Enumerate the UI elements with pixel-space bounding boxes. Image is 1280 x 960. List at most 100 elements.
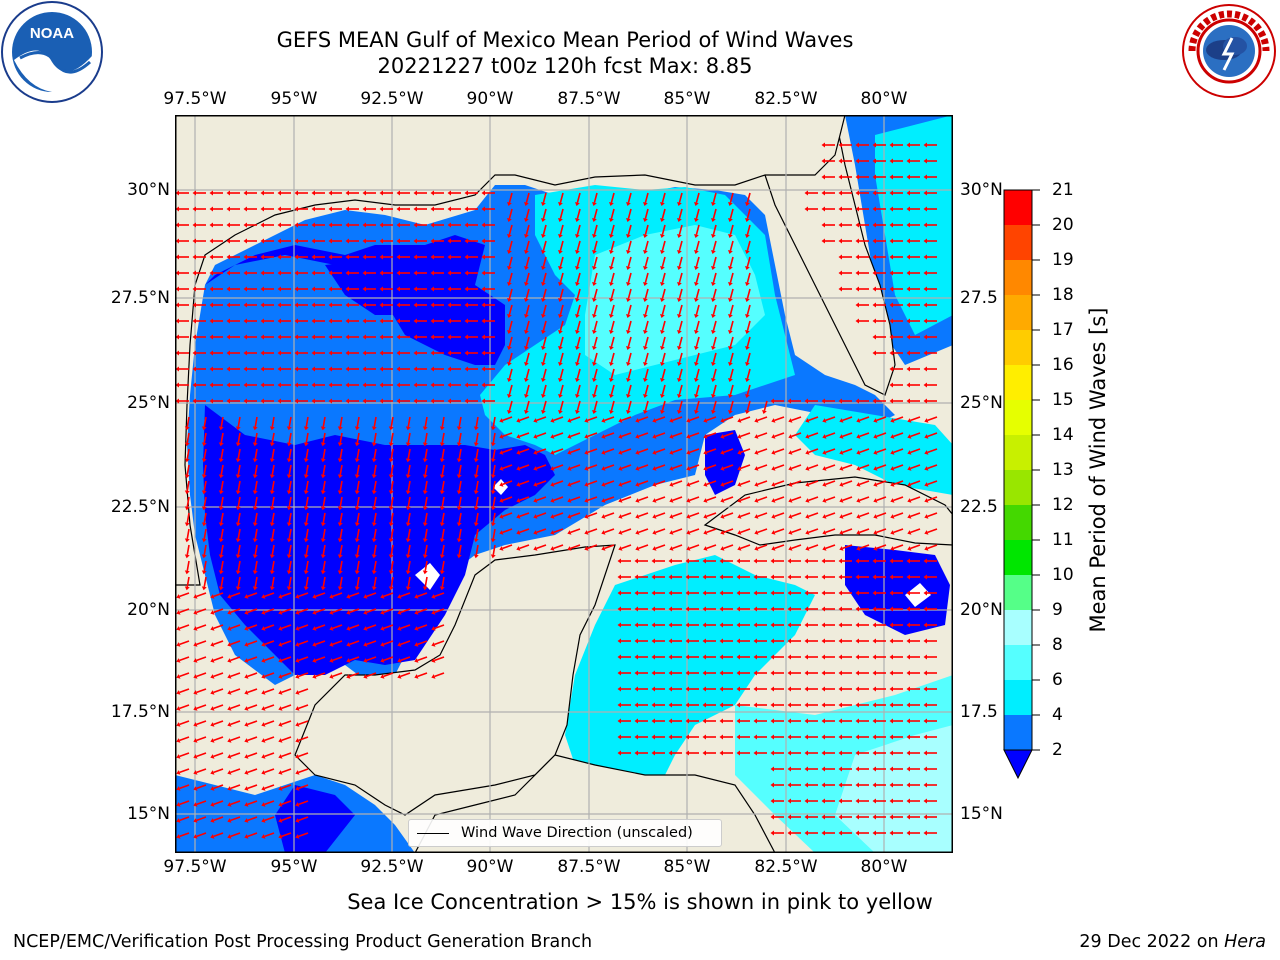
wind-arrow-head [277, 270, 281, 276]
wind-arrow-head [303, 570, 309, 575]
wind-arrow [373, 528, 377, 539]
wind-arrow-head [329, 658, 334, 663]
wind-arrow [298, 624, 309, 630]
wind-arrow-head [753, 702, 757, 708]
wind-arrow-head [821, 174, 825, 180]
wind-arrow [247, 800, 258, 806]
wind-arrow [407, 544, 411, 555]
wind-arrow-head [396, 190, 400, 196]
wind-arrow-head [533, 450, 538, 455]
wind-arrow [179, 608, 190, 614]
wind-arrow [757, 496, 768, 502]
wind-arrow [587, 512, 598, 518]
wind-arrow-head [838, 654, 842, 660]
wind-arrow [475, 544, 479, 555]
wind-arrow [695, 224, 700, 235]
wind-arrow [859, 528, 870, 534]
wind-arrow [271, 416, 275, 427]
wind-arrow [927, 480, 938, 486]
wind-arrow [247, 816, 258, 822]
wind-arrow [203, 560, 207, 571]
wind-arrow [220, 512, 224, 523]
wind-arrow-head [855, 670, 859, 676]
footer-date-text: 29 Dec 2022 on [1079, 932, 1219, 952]
wind-arrow-head [804, 830, 808, 836]
wind-arrow-head [702, 622, 706, 628]
wind-arrow [876, 432, 887, 438]
wave-zone-cyan [835, 725, 953, 853]
wind-arrow-head [686, 546, 691, 551]
wind-arrow [288, 432, 292, 443]
lat-tick-left: 17.5°N [110, 702, 170, 722]
wind-arrow [475, 480, 479, 491]
wind-arrow-head [397, 594, 402, 599]
wind-arrow-head [175, 222, 179, 228]
wind-arrow-head [693, 298, 699, 303]
wind-arrow-head [855, 222, 859, 228]
wind-arrow-head [413, 398, 417, 404]
wind-arrow [621, 496, 632, 502]
wind-arrow-head [855, 766, 859, 772]
wind-arrow [712, 240, 717, 251]
wind-arrow-head [192, 302, 196, 308]
wind-arrow-head [320, 538, 326, 543]
wind-arrow-head [659, 394, 665, 399]
wind-arrow-head [693, 202, 699, 207]
wind-arrow-head [422, 522, 428, 527]
wave-zone-cyan [565, 555, 815, 815]
wind-arrow-head [890, 514, 895, 519]
wind-arrow [220, 464, 224, 475]
wind-arrow-head [659, 202, 665, 207]
wind-arrow-head [855, 782, 859, 788]
wind-arrow-head [379, 318, 383, 324]
wind-arrow [475, 448, 479, 459]
wind-arrow [305, 544, 309, 555]
wind-arrow [196, 832, 207, 838]
wind-arrow-head [464, 190, 468, 196]
wind-arrow-head [754, 530, 759, 535]
wind-arrow-head [821, 814, 825, 820]
wind-arrow [508, 320, 513, 331]
wind-arrow [587, 432, 598, 438]
wind-arrow-head [516, 482, 521, 487]
wind-arrow-head [209, 206, 213, 212]
wind-arrow-head [363, 674, 368, 679]
wind-arrow [373, 416, 377, 427]
wind-arrow [373, 464, 377, 475]
wind-arrow-head [923, 270, 927, 276]
wind-arrow [264, 736, 275, 742]
wind-arrow [553, 448, 564, 454]
wind-arrow-head [388, 538, 394, 543]
wind-arrow-head [685, 638, 689, 644]
wind-arrow-head [371, 426, 377, 431]
wind-arrow-head [388, 554, 394, 559]
wind-arrow-head [907, 498, 912, 503]
wind-arrow-head [227, 674, 232, 679]
wind-arrow [492, 464, 496, 475]
wind-arrow-head [855, 318, 859, 324]
wind-arrow [400, 592, 411, 598]
wind-arrow-head [422, 474, 428, 479]
wind-arrow-head [669, 418, 674, 423]
wind-arrow-head [907, 466, 912, 471]
wind-arrow [627, 208, 632, 219]
lon-tick-bottom: 92.5°W [360, 857, 424, 877]
wind-arrow-head [906, 190, 910, 196]
wind-arrow-head [838, 286, 842, 292]
wind-arrow [774, 512, 785, 518]
wind-arrow-head [642, 298, 648, 303]
wind-arrow-head [720, 514, 725, 519]
wind-arrow-head [346, 674, 351, 679]
wind-arrow [332, 640, 343, 646]
wind-arrow-head [201, 538, 207, 543]
wind-arrow-head [889, 302, 893, 308]
wind-arrow-head [405, 426, 411, 431]
wind-arrow-head [906, 606, 910, 612]
lat-tick-right: 25°N [960, 393, 1003, 413]
wind-arrow [220, 560, 224, 571]
wind-arrow-head [303, 490, 309, 495]
map-legend: Wind Wave Direction (unscaled) [408, 819, 722, 847]
wind-arrow [678, 192, 683, 203]
wind-arrow-head [405, 570, 411, 575]
svg-text:NOAA: NOAA [30, 25, 74, 42]
